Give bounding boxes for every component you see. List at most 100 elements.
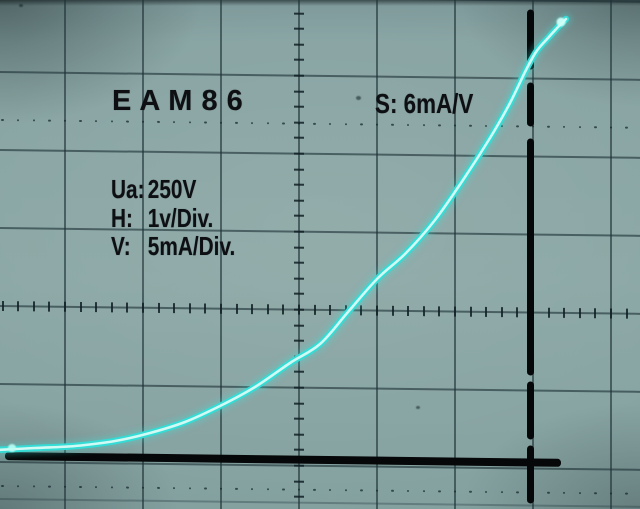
axis-minor-tick — [294, 308, 304, 311]
graticule-dot — [516, 490, 519, 494]
graticule-dot — [344, 122, 348, 126]
axis-minor-tick — [376, 305, 378, 316]
axis-minor-tick — [294, 136, 304, 140]
axis-minor-tick — [294, 480, 304, 483]
graticule-dot — [344, 488, 348, 492]
grid-line-vertical — [64, 0, 66, 509]
axis-minor-tick — [294, 12, 304, 15]
graticule-dot — [438, 490, 441, 493]
graticule-dot — [438, 124, 441, 127]
axis-minor-tick — [422, 306, 425, 317]
graticule-dot — [250, 121, 254, 125]
graticule-dot — [79, 119, 82, 123]
drawn-y-axis-line — [527, 82, 534, 127]
graticule-dot — [328, 488, 332, 492]
axis-minor-tick — [173, 303, 176, 314]
graticule-dot — [63, 485, 67, 489]
axis-minor-tick — [48, 301, 51, 312]
graticule-dot — [609, 492, 613, 495]
axis-minor-tick — [594, 308, 597, 319]
grid-line-horizontal — [0, 383, 640, 393]
graticule-dot — [547, 125, 550, 128]
setting-label: H: — [111, 202, 133, 233]
graticule-dot — [16, 484, 20, 488]
graticule-dot — [453, 124, 457, 127]
grid-line-horizontal — [0, 227, 640, 237]
graticule-dot — [16, 118, 20, 122]
axis-minor-tick — [294, 292, 304, 296]
axis-minor-tick — [454, 306, 456, 317]
graticule-dot — [547, 491, 550, 494]
graticule-dot — [235, 487, 238, 491]
axis-minor-tick — [142, 302, 144, 313]
graticule-dot — [516, 124, 519, 128]
graticule-dot — [313, 488, 316, 492]
graticule-dot — [235, 121, 238, 125]
setting-row-ua: Ua: 250V — [111, 175, 235, 204]
graticule-dot — [1, 118, 4, 122]
graticule-dot — [360, 123, 363, 126]
graticule-dot — [406, 489, 410, 493]
transconductance-label: S: 6mA/V — [375, 88, 474, 119]
axis-minor-tick — [294, 90, 304, 93]
graticule-dot — [360, 489, 363, 492]
dust-speck — [416, 406, 420, 410]
setting-row-v: V: 5mA/Div. — [111, 232, 235, 261]
axis-minor-tick — [294, 121, 304, 124]
graticule-dot — [141, 486, 145, 490]
axis-minor-tick — [578, 308, 581, 319]
drawn-y-axis-line — [527, 138, 534, 376]
graticule-dot — [469, 124, 472, 128]
axis-minor-tick — [294, 386, 304, 389]
axis-minor-tick — [1, 301, 4, 312]
setting-row-h: H: 1v/Div. — [111, 202, 235, 233]
axis-minor-tick — [294, 277, 304, 280]
axis-minor-tick — [220, 303, 222, 314]
axis-minor-tick — [266, 304, 269, 315]
graticule-dot — [63, 119, 67, 123]
axis-minor-tick — [204, 303, 207, 314]
graticule-dot — [126, 120, 129, 123]
axis-minor-tick — [95, 302, 98, 313]
axis-minor-tick — [438, 306, 441, 317]
axis-minor-tick — [407, 305, 410, 316]
axis-minor-tick — [294, 199, 304, 202]
graticule-dot — [32, 485, 36, 488]
setting-value: 250V — [147, 174, 197, 204]
axis-minor-tick — [157, 302, 160, 313]
graticule-dot — [126, 486, 129, 489]
drawn-y-axis-line — [527, 9, 534, 70]
graticule-dot — [266, 121, 270, 125]
graticule-dot — [219, 121, 223, 124]
graticule-dot — [375, 489, 379, 492]
axis-minor-tick — [294, 495, 304, 498]
graticule-dot — [79, 485, 82, 489]
axis-minor-tick — [294, 339, 304, 342]
axis-minor-tick — [294, 464, 304, 467]
settings-block: Ua: 250V H: 1v/Div. V: 5mA/Div. — [111, 175, 235, 261]
setting-value: 1v/Div. — [147, 202, 214, 233]
graticule-dot — [500, 124, 504, 128]
grid-line-horizontal — [0, 0, 640, 3]
graticule-dot — [141, 120, 145, 124]
axis-minor-tick — [79, 301, 82, 312]
axis-minor-tick — [126, 302, 129, 313]
grid-line-vertical — [610, 0, 612, 509]
graticule-dot — [500, 490, 504, 494]
axis-minor-tick — [563, 307, 566, 318]
graticule-dot — [157, 486, 160, 490]
axis-minor-tick — [485, 306, 488, 317]
graticule-dot — [94, 119, 98, 123]
graticule-dot — [219, 487, 223, 490]
graticule-dot — [172, 486, 176, 490]
axis-minor-tick — [294, 168, 304, 171]
graticule-dot — [172, 120, 176, 124]
setting-label: V: — [111, 231, 131, 262]
graticule-dot — [562, 491, 566, 495]
axis-minor-tick — [294, 370, 304, 374]
axis-minor-tick — [294, 402, 304, 405]
graticule-dot — [484, 490, 488, 494]
grid-line-horizontal — [0, 149, 640, 159]
axis-minor-tick — [294, 152, 304, 155]
